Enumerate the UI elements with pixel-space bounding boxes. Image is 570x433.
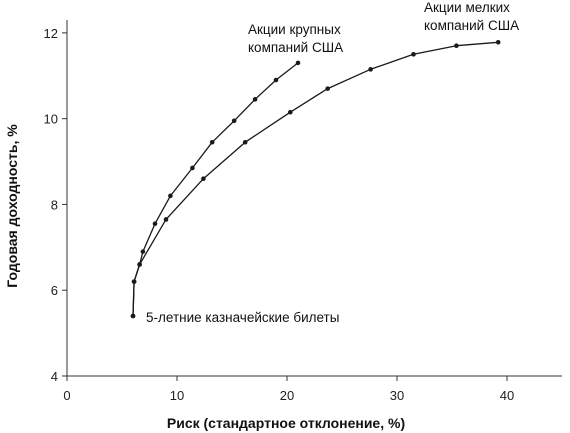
data-point-large <box>152 221 158 227</box>
data-point-small <box>288 109 293 115</box>
data-point-small <box>130 313 136 319</box>
annotation-bills: 5-летние казначейские билеты <box>146 310 339 325</box>
data-point-small <box>242 139 248 145</box>
x-tick-label: 20 <box>280 388 294 403</box>
series-line-small <box>132 41 499 317</box>
annotation-large-line1: Акции крупных <box>248 22 341 37</box>
data-point-small <box>137 262 142 267</box>
y-tick-label: 6 <box>51 283 58 298</box>
annotation-small-line2: компаний США <box>424 18 519 33</box>
x-axis-title: Риск (стандартное отклонение, %) <box>167 415 405 431</box>
x-ticks: 0 10 20 30 40 <box>63 376 514 403</box>
data-point-large <box>140 249 146 254</box>
data-point-large <box>252 97 258 102</box>
y-tick-label: 10 <box>44 112 58 127</box>
data-point-large <box>273 77 279 83</box>
x-tick-label: 10 <box>170 388 184 403</box>
data-point-small <box>131 279 137 284</box>
y-tick-label: 4 <box>51 369 58 384</box>
y-tick-label: 8 <box>51 197 58 212</box>
annotation-small-line1: Акции мелких <box>424 0 510 15</box>
data-point-large <box>295 60 301 66</box>
x-tick-label: 30 <box>390 388 404 403</box>
data-point-small <box>325 86 331 91</box>
data-point-small <box>495 40 501 45</box>
series-line-large <box>132 62 299 317</box>
x-tick-label: 40 <box>500 388 514 403</box>
data-point-small <box>368 67 373 72</box>
y-tick-label: 12 <box>44 26 58 41</box>
y-ticks: 4 6 8 10 12 <box>44 26 67 384</box>
data-point-large <box>190 165 195 171</box>
data-point-small <box>454 43 459 49</box>
data-point-small <box>411 52 416 57</box>
annotation-large-line2: компаний США <box>248 40 343 55</box>
series-layer <box>130 40 501 319</box>
x-tick-label: 0 <box>63 388 70 403</box>
data-point-large <box>209 139 215 145</box>
y-axis-title: Годовая доходность, % <box>4 124 20 288</box>
data-point-small <box>201 176 206 181</box>
data-point-large <box>168 193 173 199</box>
data-point-small <box>163 217 169 222</box>
data-point-large <box>231 118 237 124</box>
